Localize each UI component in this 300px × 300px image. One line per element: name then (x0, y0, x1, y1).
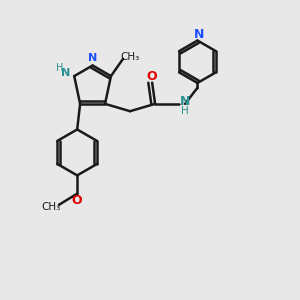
Text: N: N (88, 53, 97, 63)
Text: N: N (61, 68, 70, 78)
Text: CH₃: CH₃ (120, 52, 139, 62)
Text: H: H (56, 63, 63, 73)
Text: O: O (72, 194, 83, 207)
Text: N: N (194, 28, 204, 40)
Text: N: N (180, 95, 190, 108)
Text: CH₃: CH₃ (41, 202, 60, 212)
Text: O: O (146, 70, 157, 83)
Text: H: H (181, 106, 189, 116)
